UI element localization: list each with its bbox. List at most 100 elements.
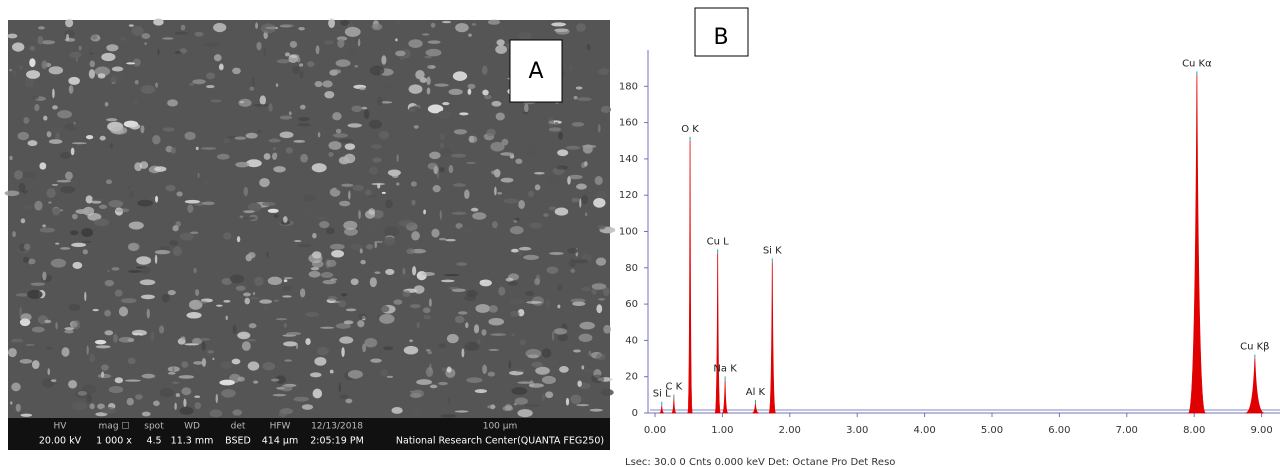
grain: [110, 347, 114, 351]
grain: [549, 251, 564, 256]
grain: [167, 372, 176, 375]
grain: [465, 322, 469, 329]
grain: [262, 362, 276, 371]
grain: [403, 345, 419, 355]
grain: [212, 357, 215, 361]
grain: [236, 236, 241, 243]
grain: [106, 179, 112, 185]
grain: [364, 337, 378, 348]
grain: [132, 107, 137, 111]
grain: [93, 218, 110, 227]
grain: [104, 330, 114, 336]
grain: [500, 177, 514, 183]
grain: [579, 198, 582, 208]
grain: [243, 186, 249, 197]
grain: [452, 71, 468, 81]
grain: [72, 261, 83, 269]
grain: [91, 34, 98, 40]
grain: [368, 119, 383, 129]
grain: [231, 358, 241, 365]
grain: [183, 398, 187, 407]
grain: [65, 171, 73, 181]
grain: [39, 227, 55, 233]
x-tick-label: 5.00: [981, 425, 1003, 436]
grain: [243, 216, 256, 220]
grain: [482, 89, 489, 96]
peak: [768, 262, 777, 414]
grain: [232, 67, 241, 75]
grain: [176, 191, 183, 197]
grain: [56, 179, 71, 183]
grain: [458, 311, 468, 315]
grain: [366, 244, 374, 250]
grain: [450, 153, 467, 158]
grain: [254, 276, 264, 286]
grain: [363, 109, 370, 119]
grain: [15, 293, 31, 297]
grain: [409, 390, 422, 394]
grain: [95, 412, 108, 417]
grain: [384, 226, 400, 237]
grain: [446, 333, 459, 344]
grain: [22, 172, 37, 178]
grain: [399, 272, 412, 280]
peak-label: Cu L: [707, 236, 729, 247]
grain: [454, 410, 469, 413]
grain: [400, 57, 404, 60]
grain: [440, 148, 452, 157]
grain: [384, 236, 396, 246]
grain: [101, 52, 116, 62]
grain: [517, 409, 533, 418]
grain: [385, 199, 393, 209]
grain: [91, 198, 106, 202]
grain: [596, 353, 606, 361]
grain: [329, 243, 345, 250]
grain: [406, 248, 415, 255]
grain: [283, 341, 298, 347]
grain: [209, 409, 223, 418]
grain: [427, 64, 436, 69]
grain: [259, 299, 272, 304]
grain: [509, 298, 525, 305]
grain: [570, 298, 586, 303]
grain: [68, 303, 81, 312]
grain: [282, 295, 292, 298]
grain: [106, 44, 119, 52]
grain: [525, 290, 535, 297]
grain: [591, 374, 605, 384]
grain: [97, 73, 106, 79]
grain: [528, 190, 535, 198]
grain: [124, 379, 141, 382]
grain: [597, 224, 606, 230]
grain: [97, 403, 105, 410]
grain: [497, 191, 503, 195]
grain: [168, 240, 179, 246]
grain: [436, 170, 440, 179]
grain: [395, 50, 406, 57]
grain: [488, 348, 500, 351]
grain: [337, 38, 345, 48]
grain: [140, 85, 155, 94]
grain: [323, 40, 334, 45]
grain: [357, 38, 361, 47]
grain: [108, 385, 124, 394]
grain: [275, 318, 288, 321]
grain: [42, 224, 46, 228]
grain: [396, 154, 399, 162]
grain: [589, 408, 603, 412]
grain: [543, 213, 549, 217]
grain: [581, 286, 591, 292]
grain: [229, 274, 245, 284]
grain: [232, 409, 243, 416]
grain: [350, 278, 359, 286]
grain: [579, 321, 595, 330]
grain: [408, 84, 423, 94]
info-value: 414 µm: [262, 436, 298, 447]
grain: [557, 149, 569, 157]
grain: [235, 161, 250, 168]
grain: [487, 371, 496, 377]
grain: [266, 251, 269, 258]
grain: [11, 340, 25, 343]
grain: [157, 48, 160, 56]
